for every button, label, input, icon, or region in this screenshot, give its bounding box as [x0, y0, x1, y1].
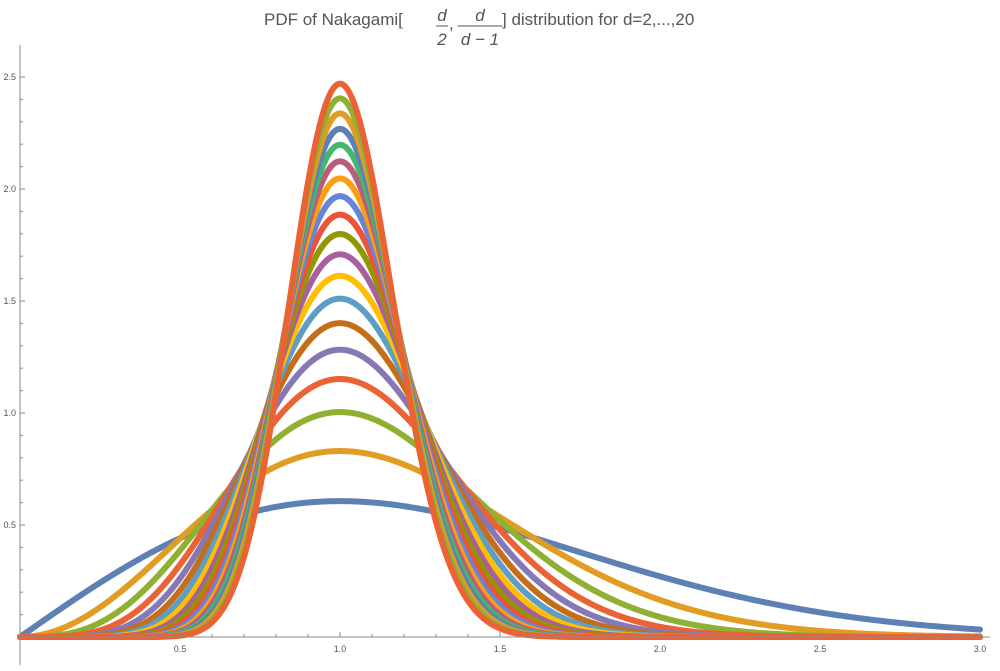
x-tick-label: 1.0 [334, 644, 347, 654]
title-frac2-denominator: d − 1 [461, 30, 499, 49]
curve-d-10 [17, 251, 983, 640]
y-tick-label: 1.0 [3, 408, 16, 418]
pdf-curves [17, 80, 983, 640]
x-tick-label: 2.5 [814, 644, 827, 654]
x-tick-label: 2.0 [654, 644, 667, 654]
x-tick-label: 1.5 [494, 644, 507, 654]
x-tick-label: 3.0 [974, 644, 987, 654]
y-tick-label: 2.0 [3, 184, 16, 194]
y-tick-label: 1.5 [3, 296, 16, 306]
axes: 0.5 1.0 1.5 2.0 2.5 3.0 0.5 1.0 1.5 2.0 2.5 [3, 45, 990, 665]
title-suffix: ] distribution for d=2,...,20 [502, 10, 694, 29]
title-frac1-numerator: d [437, 6, 447, 25]
chart-title: PDF of Nakagami[d2, dd − 1] distribution … [264, 6, 694, 49]
curve-d-18 [17, 110, 983, 640]
x-tick-label: 0.5 [174, 644, 187, 654]
title-prefix: PDF of Nakagami[ [264, 10, 403, 29]
title-frac2-numerator: d [475, 6, 485, 25]
y-tick-label: 2.5 [3, 72, 16, 82]
title-separator: , [449, 14, 454, 33]
y-tick-label: 0.5 [3, 520, 16, 530]
title-frac1-denominator: 2 [436, 30, 447, 49]
